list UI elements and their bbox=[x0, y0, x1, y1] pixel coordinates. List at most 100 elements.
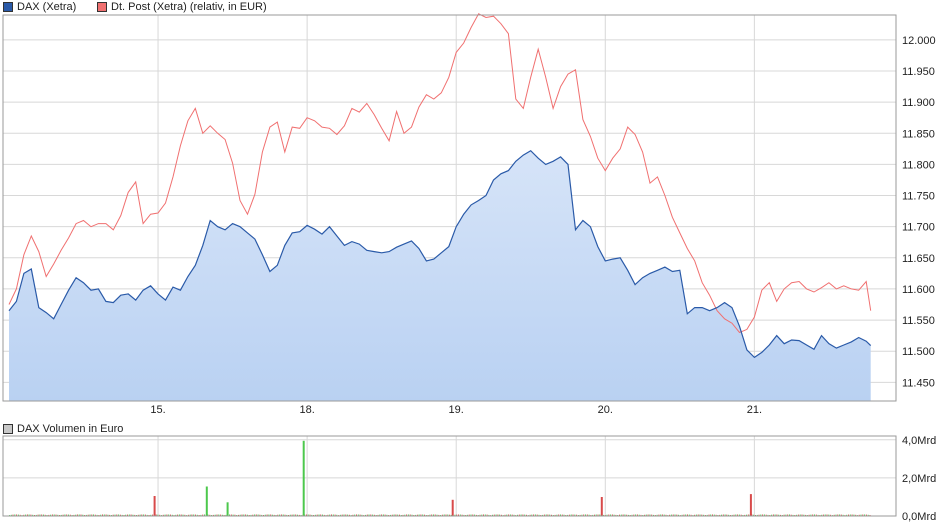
volume-bar bbox=[703, 514, 705, 516]
volume-bar-spike bbox=[302, 440, 305, 516]
volume-bar bbox=[814, 514, 815, 516]
volume-bar bbox=[266, 514, 268, 516]
volume-bar bbox=[343, 514, 345, 516]
volume-bar bbox=[447, 514, 449, 516]
volume-bar bbox=[155, 514, 157, 516]
price-y-axis: 11.450 11.500 11.550 11.600 11.650 11.700 11.7… bbox=[902, 35, 936, 389]
volume-bar bbox=[721, 514, 722, 516]
volume-bar bbox=[620, 514, 622, 516]
volume-y-axis: 0,0Mrd 2,0Mrd 4,0Mrd bbox=[902, 435, 936, 523]
volume-bar bbox=[817, 514, 819, 516]
volume-bar bbox=[862, 514, 864, 516]
volume-bar bbox=[207, 514, 209, 516]
volume-bar bbox=[230, 514, 232, 516]
volume-bar bbox=[687, 514, 688, 516]
legend-post-label: Dt. Post (Xetra) (relativ, in EUR) bbox=[111, 1, 267, 13]
volume-bar bbox=[599, 514, 601, 516]
volume-bar bbox=[509, 514, 511, 516]
volume-bar bbox=[526, 514, 527, 516]
volume-bar bbox=[433, 514, 434, 516]
volume-bar bbox=[152, 514, 154, 516]
volume-bar bbox=[309, 514, 311, 516]
volume-bar bbox=[257, 514, 259, 516]
volume-bar bbox=[549, 514, 551, 516]
volume-bar bbox=[386, 514, 388, 516]
price-plot-frame bbox=[2, 14, 897, 402]
volume-bar bbox=[520, 514, 522, 516]
volume-bar bbox=[429, 514, 431, 516]
volume-bar bbox=[649, 514, 651, 516]
volume-bar bbox=[234, 514, 236, 516]
volume-bar bbox=[681, 514, 683, 516]
volume-bar bbox=[293, 514, 295, 516]
volume-bar bbox=[708, 514, 710, 516]
volume-bar bbox=[347, 514, 349, 516]
volume-bar bbox=[558, 514, 560, 516]
volume-bar bbox=[606, 514, 608, 516]
legend-dax: DAX (Xetra) bbox=[3, 1, 76, 13]
volume-bar bbox=[458, 514, 459, 516]
volume-bar bbox=[567, 514, 569, 516]
post-legend-swatch bbox=[97, 2, 107, 12]
volume-bar bbox=[441, 514, 443, 516]
volume-bar bbox=[177, 514, 179, 516]
volume-bar bbox=[728, 514, 730, 516]
volume-bar bbox=[259, 514, 261, 516]
volume-bar bbox=[273, 514, 275, 516]
volume-bar bbox=[822, 514, 824, 516]
volume-bar bbox=[32, 514, 34, 516]
volume-bar bbox=[472, 514, 474, 516]
volume-bar bbox=[255, 514, 257, 516]
volume-bar bbox=[216, 514, 218, 516]
volume-bar bbox=[25, 514, 27, 516]
volume-bar bbox=[286, 514, 288, 516]
volume-bar bbox=[336, 514, 338, 516]
volume-bar bbox=[697, 514, 699, 516]
volume-bar bbox=[19, 514, 21, 516]
volume-bar bbox=[685, 514, 687, 516]
volume-bar bbox=[332, 514, 334, 516]
volume-bar bbox=[563, 514, 565, 516]
volume-bar bbox=[329, 514, 331, 516]
volume-bar bbox=[357, 514, 359, 516]
volume-bar bbox=[200, 514, 202, 516]
volume-bar bbox=[345, 514, 347, 516]
volume-bar bbox=[613, 514, 615, 516]
volume-bar bbox=[55, 514, 57, 516]
volume-bar bbox=[139, 514, 141, 516]
volume-bar bbox=[597, 514, 599, 516]
volume-bar bbox=[166, 514, 168, 516]
volume-bar bbox=[96, 514, 98, 516]
volume-bar bbox=[670, 514, 672, 516]
volume-bar bbox=[699, 514, 701, 516]
legend-volume-label: DAX Volumen in Euro bbox=[17, 423, 124, 435]
volume-bar bbox=[678, 514, 679, 516]
volume-bar bbox=[867, 514, 869, 516]
volume-bar bbox=[853, 514, 855, 516]
volume-bar bbox=[341, 514, 343, 516]
volume-bar bbox=[622, 514, 624, 516]
volume-bar bbox=[579, 514, 581, 516]
volume-bar bbox=[461, 514, 463, 516]
volume-bar bbox=[449, 514, 451, 516]
price-y-tick-label: 11.650 bbox=[902, 253, 935, 265]
volume-bar bbox=[595, 514, 597, 516]
volume-bar bbox=[645, 514, 647, 516]
volume-bar bbox=[402, 514, 404, 516]
volume-bar bbox=[415, 514, 417, 516]
volume-bar bbox=[159, 514, 161, 516]
volume-bar bbox=[298, 514, 300, 516]
volume-bar bbox=[245, 514, 247, 516]
volume-bar bbox=[225, 514, 227, 516]
volume-bar bbox=[585, 514, 586, 516]
volume-bar bbox=[706, 514, 708, 516]
volume-bar bbox=[264, 514, 266, 516]
volume-bar bbox=[865, 514, 867, 516]
volume-bar bbox=[740, 514, 742, 516]
volume-bar bbox=[232, 514, 234, 516]
volume-bar bbox=[359, 514, 361, 516]
volume-bar bbox=[422, 514, 424, 516]
volume-bar bbox=[51, 514, 53, 516]
volume-bar bbox=[570, 514, 572, 516]
